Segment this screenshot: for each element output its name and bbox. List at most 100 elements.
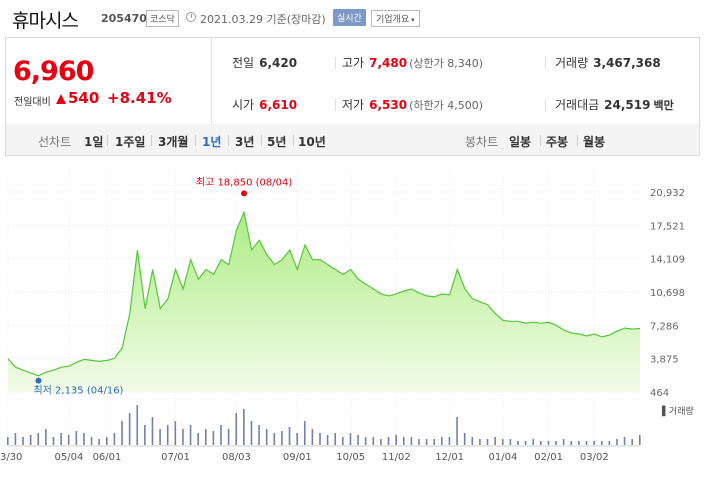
tab-monthly-candle[interactable]: 월봉 bbox=[583, 135, 606, 149]
y-axis: 20,932 17,521 14,109 10,698 7,286 3,875 464 bbox=[650, 188, 685, 399]
volume-bar bbox=[555, 441, 557, 445]
lower-limit: (하한가 4,500) bbox=[409, 99, 483, 112]
annotations: 최고 18,850 (08/04) 최저 2,135 (04/16) bbox=[33, 176, 292, 396]
volume-bar bbox=[540, 441, 542, 445]
volume-bar bbox=[334, 433, 337, 445]
divider bbox=[228, 135, 229, 146]
volume-bar bbox=[90, 437, 93, 445]
divider bbox=[545, 99, 546, 111]
min-point-marker bbox=[35, 377, 42, 384]
volume-value: 3,467,368 bbox=[593, 56, 661, 70]
volume-bar bbox=[83, 433, 85, 445]
x-tick-label: 09/01 bbox=[283, 452, 312, 463]
stock-code: 205470 bbox=[101, 12, 147, 25]
x-tick-label: 08/03 bbox=[222, 452, 251, 463]
volume-bar bbox=[342, 437, 344, 445]
volume-bar bbox=[402, 437, 405, 445]
volume-bar bbox=[517, 441, 519, 445]
volume-bar bbox=[14, 433, 17, 445]
company-info-dropdown[interactable]: 기업개요 ▾ bbox=[371, 10, 420, 27]
volume-bar bbox=[7, 437, 9, 445]
min-annotation: 최저 2,135 (04/16) bbox=[33, 385, 123, 397]
open-value: 6,610 bbox=[259, 98, 298, 112]
volume-bar bbox=[113, 433, 116, 445]
divider bbox=[261, 135, 262, 146]
open-cell: 시가 6,610 bbox=[232, 96, 297, 113]
amount-label: 거래대금 bbox=[555, 98, 600, 112]
volume-bar bbox=[623, 437, 626, 445]
divider bbox=[195, 135, 196, 146]
amount-value: 24,519 bbox=[604, 98, 651, 112]
x-tick-label: 01/04 bbox=[489, 452, 518, 463]
volume-bar bbox=[463, 433, 466, 445]
volume-bar bbox=[128, 413, 131, 445]
volume-label: 거래량 bbox=[555, 56, 589, 70]
volume-bar bbox=[281, 431, 283, 445]
volume-bar bbox=[182, 429, 184, 445]
volume-bar bbox=[166, 425, 169, 445]
volume-bars: ▌거래량 bbox=[7, 405, 694, 445]
volume-bar bbox=[509, 439, 512, 445]
prev-close-cell: 전일 6,420 bbox=[232, 54, 297, 71]
line-chart-label: 선차트 bbox=[38, 135, 72, 149]
divider bbox=[107, 135, 108, 146]
chart-period-tabs: 선차트 1일 1주일 3개월 1년 3년 5년 10년 봉차트 일봉 주봉 월봉 bbox=[5, 124, 700, 156]
volume-bar bbox=[60, 433, 62, 445]
volume-bar bbox=[608, 441, 611, 445]
stock-header: 휴마시스 205470 코스닥 2021.03.29 기준(장마감) 실시간 기… bbox=[0, 0, 705, 36]
volume-bar bbox=[67, 435, 70, 445]
max-annotation: 최고 18,850 (08/04) bbox=[196, 176, 292, 188]
tab-daily-candle[interactable]: 일봉 bbox=[509, 135, 532, 149]
tab-10y[interactable]: 10년 bbox=[298, 135, 326, 149]
divider bbox=[293, 135, 294, 146]
upper-limit: (상한가 8,340) bbox=[409, 57, 483, 70]
volume-bar bbox=[319, 433, 321, 445]
volume-bar bbox=[174, 421, 177, 445]
volume-bar bbox=[311, 429, 314, 445]
volume-bar bbox=[456, 417, 458, 445]
company-name: 휴마시스 bbox=[12, 10, 79, 32]
volume-bar bbox=[22, 437, 24, 445]
volume-bar bbox=[52, 437, 55, 445]
y-tick-label: 20,932 bbox=[650, 188, 685, 199]
divider bbox=[151, 135, 152, 146]
tab-1d[interactable]: 1일 bbox=[84, 135, 104, 149]
volume-bar bbox=[136, 405, 139, 445]
volume-bar bbox=[562, 439, 565, 445]
tab-5y[interactable]: 5년 bbox=[267, 135, 287, 149]
x-axis: 03/30 05/04 06/01 07/01 08/03 09/01 10/05 11/02… bbox=[0, 452, 609, 463]
tab-1w[interactable]: 1주일 bbox=[115, 135, 146, 149]
y-tick-label: 3,875 bbox=[650, 355, 679, 366]
price-area bbox=[8, 212, 640, 392]
tab-1y[interactable]: 1년 bbox=[202, 135, 222, 149]
amount-unit: 백만 bbox=[653, 99, 674, 112]
volume-bar bbox=[524, 441, 527, 445]
price-chart[interactable]: 20,932 17,521 14,109 10,698 7,286 3,875 464 최고… bbox=[0, 160, 705, 479]
y-tick-label: 14,109 bbox=[650, 255, 685, 266]
volume-bar bbox=[441, 437, 443, 445]
volume-bar bbox=[296, 433, 298, 445]
open-label: 시가 bbox=[232, 98, 255, 112]
volume-bar bbox=[593, 441, 595, 445]
volume-bar bbox=[578, 441, 580, 445]
tab-3m[interactable]: 3개월 bbox=[158, 135, 189, 149]
volume-bar bbox=[585, 441, 588, 445]
candle-chart-label: 봉차트 bbox=[465, 135, 499, 149]
volume-bar bbox=[37, 433, 40, 445]
prev-close-label: 전일 bbox=[232, 56, 255, 70]
x-tick-label: 12/01 bbox=[435, 452, 464, 463]
tab-weekly-candle[interactable]: 주봉 bbox=[546, 135, 569, 149]
volume-bar bbox=[364, 437, 367, 445]
volume-bar bbox=[357, 435, 359, 445]
y-tick-label: 10,698 bbox=[650, 288, 685, 299]
realtime-button[interactable]: 실시간 bbox=[333, 9, 366, 26]
volume-bar bbox=[395, 435, 397, 445]
tab-3y[interactable]: 3년 bbox=[235, 135, 255, 149]
volume-bar bbox=[387, 437, 390, 445]
volume-bar bbox=[159, 429, 161, 445]
x-tick-label: 02/01 bbox=[534, 452, 563, 463]
volume-bar bbox=[235, 413, 238, 445]
volume-bar bbox=[448, 437, 451, 445]
x-tick-label: 03/02 bbox=[580, 452, 609, 463]
volume-bar bbox=[197, 433, 199, 445]
